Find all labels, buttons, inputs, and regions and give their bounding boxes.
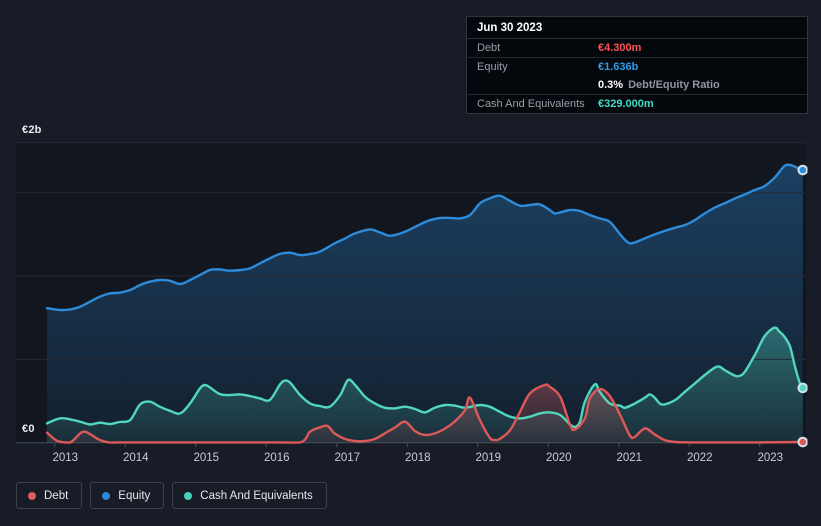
- equity-end-marker: [797, 164, 808, 176]
- legend-item-label: Debt: [44, 489, 69, 502]
- legend-item-equity[interactable]: Equity: [90, 482, 165, 509]
- tooltip-cash-value: €329.000m: [598, 98, 654, 110]
- x-tick-label: 2013: [53, 452, 79, 464]
- cash-and-equivalents-line: [45, 326, 804, 429]
- cash-and-equivalents-legend-dot: [184, 491, 193, 500]
- debt-line: [45, 383, 804, 444]
- debt-legend-dot: [28, 491, 36, 500]
- y-axis-zero-label: €0: [22, 423, 35, 435]
- x-tick-label: 2016: [264, 452, 290, 464]
- tooltip-debt-value: €4.300m: [598, 42, 642, 54]
- tooltip-row-equity: Equity €1.636b: [467, 58, 807, 76]
- cash-and-equivalents-end-marker: [797, 382, 808, 394]
- tooltip-date: Jun 30 2023: [467, 17, 807, 39]
- debt-area: [47, 384, 803, 443]
- tooltip-ratio-label: Debt/Equity Ratio: [628, 79, 720, 91]
- legend-item-label: Cash And Equivalents: [200, 489, 313, 502]
- equity-area: [47, 164, 803, 443]
- debt-end-marker: [797, 436, 808, 448]
- tooltip-row-debt: Debt €4.300m: [467, 39, 807, 58]
- x-tick-label: 2020: [546, 452, 572, 464]
- tooltip-row-cash: Cash And Equivalents €329.000m: [467, 95, 807, 113]
- equity-legend-dot: [102, 491, 111, 500]
- legend-item-debt[interactable]: Debt: [16, 482, 83, 509]
- legend-item-label: Equity: [118, 489, 151, 502]
- legend-item-cash-and-equivalents[interactable]: Cash And Equivalents: [172, 482, 327, 509]
- tooltip-row-ratio: 0.3% Debt/Equity Ratio: [467, 76, 807, 95]
- tooltip-equity-value: €1.636b: [598, 61, 639, 73]
- x-tick-label: 2021: [617, 452, 643, 464]
- tooltip-equity-label: Equity: [477, 61, 508, 73]
- chart-legend: Debt Equity Cash And Equivalents: [16, 482, 327, 509]
- x-tick-label: 2023: [758, 452, 784, 464]
- x-tick-label: 2019: [476, 452, 502, 464]
- chart-tooltip: Jun 30 2023 Debt €4.300m Equity €1.636b …: [466, 16, 808, 114]
- equity-line: [45, 163, 804, 312]
- tooltip-debt-label: Debt: [477, 42, 501, 54]
- x-tick-label: 2014: [123, 452, 149, 464]
- x-tick-label: 2018: [405, 452, 431, 464]
- x-tick-label: 2015: [194, 452, 220, 464]
- tooltip-ratio-value: 0.3%: [598, 79, 624, 91]
- y-axis-max-label: €2b: [22, 124, 42, 136]
- tooltip-cash-label: Cash And Equivalents: [477, 98, 585, 110]
- x-tick-label: 2022: [687, 452, 713, 464]
- x-tick-label: 2017: [335, 452, 361, 464]
